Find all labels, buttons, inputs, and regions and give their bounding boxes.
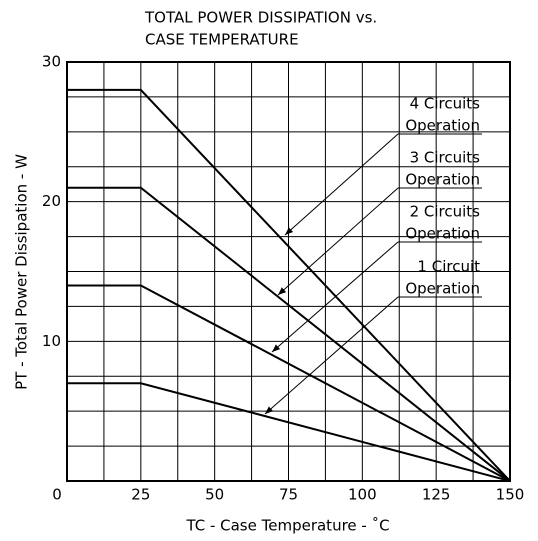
y-tick-label: 20 (42, 192, 61, 210)
series-line (67, 88, 511, 482)
chart-title: CASE TEMPERATURE (145, 31, 299, 49)
x-tick-label: 100 (348, 486, 377, 504)
annotation-label: 4 Circuits (410, 95, 481, 113)
plot-frame (66, 61, 511, 482)
annotation-arrow (284, 133, 399, 236)
annotation-label: Operation (405, 280, 480, 298)
y-tick-label: 10 (42, 332, 61, 350)
y-axis-label: PT - Total Power Dissipation - W (13, 154, 31, 390)
x-tick-label: 0 (52, 486, 62, 504)
annotation-label: Operation (405, 171, 480, 189)
x-tick-label: 125 (422, 486, 451, 504)
annotation-arrow (264, 296, 399, 415)
series-line (67, 186, 511, 482)
annotation-label: 2 Circuits (410, 203, 481, 221)
x-axis-label: TC - Case Temperature - ˚C (185, 517, 389, 535)
annotation-label: Operation (405, 117, 480, 135)
annotation-label: 3 Circuits (410, 149, 481, 167)
x-tick-label: 75 (279, 486, 298, 504)
annotation-arrow (271, 241, 399, 353)
x-tick-label: 25 (131, 486, 150, 504)
x-tick-label: 150 (496, 486, 525, 504)
series-line (67, 284, 511, 482)
y-tick-label: 30 (42, 53, 61, 71)
chart-title: TOTAL POWER DISSIPATION vs. (144, 9, 377, 27)
series-line (67, 382, 511, 482)
annotation-label: 1 Circuit (417, 258, 480, 276)
annotation-label: Operation (405, 225, 480, 243)
x-tick-label: 50 (205, 486, 224, 504)
annotation-arrow (277, 187, 399, 296)
